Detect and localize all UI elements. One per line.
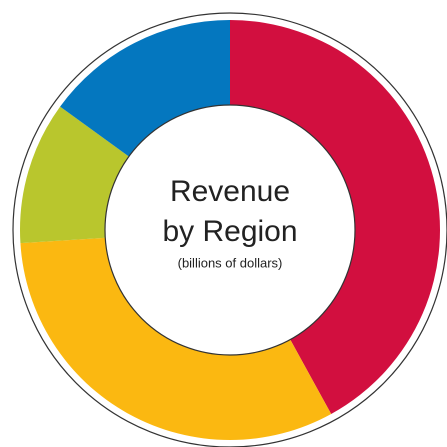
title-line: Revenue <box>170 175 290 208</box>
outer-ring <box>12 12 447 447</box>
slice <box>60 20 230 158</box>
slice <box>20 237 332 441</box>
subtitle: (billions of dollars) <box>178 255 283 270</box>
slices <box>19 20 441 441</box>
center-hole <box>104 104 356 356</box>
slice <box>19 106 130 244</box>
slice <box>230 20 441 415</box>
title-line: by Region <box>162 215 297 248</box>
